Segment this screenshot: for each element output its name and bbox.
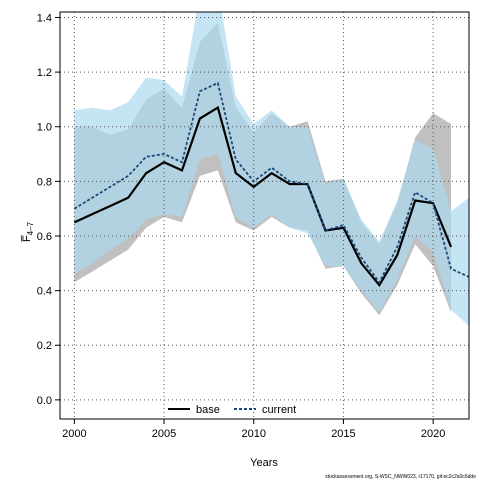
legend-label-base: base xyxy=(196,404,220,416)
y-tick-label-1.2: 1.2 xyxy=(37,67,52,79)
y-axis-title-main: F̅ xyxy=(21,234,33,242)
series-line-base xyxy=(73,105,453,288)
y-axis-title-text: F̅4–7 xyxy=(21,221,35,242)
y-tick-label-1.4: 1.4 xyxy=(37,12,52,24)
y-tick-label-0.0: 0.0 xyxy=(37,395,52,407)
x-tick-label-2020: 2020 xyxy=(421,428,445,440)
y-tick-label-0.2: 0.2 xyxy=(37,340,52,352)
y-tick-label-0.4: 0.4 xyxy=(37,286,52,298)
legend: base current xyxy=(168,404,296,416)
x-axis: 2000 2005 2010 2015 2020 xyxy=(62,419,445,440)
x-axis-title: Years xyxy=(250,457,278,469)
x-tick-label-2000: 2000 xyxy=(62,428,86,440)
y-axis: 0.0 0.2 0.4 0.6 0.8 1.0 1.2 1.4 xyxy=(37,12,60,407)
x-tick-label-2010: 2010 xyxy=(241,428,265,440)
legend-label-current: current xyxy=(262,404,296,416)
plot-frame xyxy=(59,11,470,420)
grid-lines xyxy=(60,12,469,419)
y-axis-title: F̅4–7 xyxy=(21,221,35,242)
footer-source: stockassessment.org, S-WSC_NWW023, r1717… xyxy=(325,474,476,480)
x-tick-label-2015: 2015 xyxy=(331,428,355,440)
y-tick-label-0.8: 0.8 xyxy=(37,176,52,188)
series-lines xyxy=(73,81,469,288)
y-tick-label-0.6: 0.6 xyxy=(37,231,52,243)
x-tick-label-2005: 2005 xyxy=(152,428,176,440)
series-line-current xyxy=(73,81,469,285)
ci-band-current xyxy=(74,12,469,327)
ci-bands xyxy=(74,12,469,327)
y-tick-label-1.0: 1.0 xyxy=(37,122,52,134)
y-axis-title-sub: 4–7 xyxy=(26,221,35,235)
